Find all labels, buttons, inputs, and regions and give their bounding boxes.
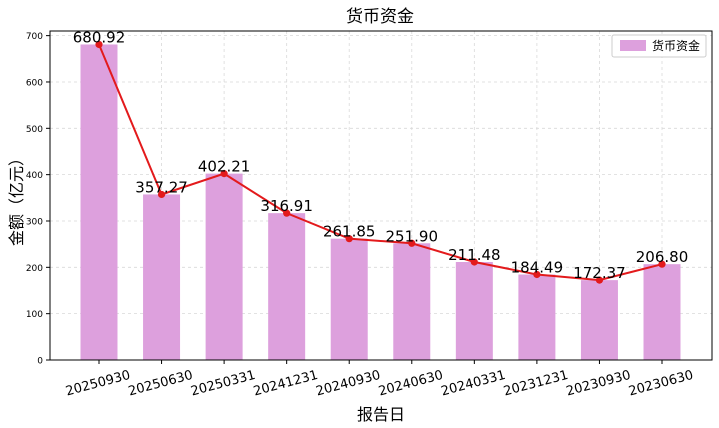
data-label: 211.48 [448,246,501,264]
bar [580,280,618,360]
data-label: 402.21 [198,158,251,176]
chart-title: 货币资金 [346,7,414,27]
data-labels: 680.92 357.27 402.21 316.91 261.85 251.90 211.… [73,28,689,282]
data-label: 357.27 [135,178,188,196]
x-tick-label: 20240630 [377,368,445,400]
bar [80,44,118,360]
data-label: 680.92 [73,28,126,46]
data-label: 206.80 [636,248,689,266]
line-point [658,260,666,268]
y-axis-label: 金额（亿元） [7,150,26,246]
bar [330,238,368,360]
y-tick-label: 0 [37,357,43,367]
bar [643,264,681,360]
line-series [95,40,666,284]
x-tick-label: 20240331 [440,368,508,400]
bar [143,194,181,360]
legend-label: 货币资金 [652,38,700,53]
line-point [345,235,353,243]
legend: 货币资金 [611,34,707,58]
line-point [95,40,103,49]
bar [268,213,306,360]
series-line [98,44,663,282]
x-tick-label: 20250630 [127,368,195,400]
y-tick-label: 600 [26,78,43,88]
x-tick-label: 20240930 [314,368,382,400]
data-label: 261.85 [323,223,376,241]
bar [205,173,243,360]
y-tick-label: 300 [26,217,43,227]
line-point [157,190,166,199]
line-point [595,276,604,284]
data-label: 316.91 [260,197,313,215]
y-tick-label: 400 [26,171,43,181]
line-point [220,170,228,178]
x-tick-label: 20250930 [64,368,132,400]
bar [455,262,493,360]
line-point [470,258,478,266]
x-tick-label: 20231231 [502,368,570,400]
bar-series [80,44,681,360]
line-point [408,239,416,247]
plot-frame [49,30,713,361]
data-label: 172.37 [573,264,626,282]
x-tick-label: 20241231 [252,368,320,400]
line-point [533,270,541,279]
y-tick-label: 200 [26,264,43,274]
y-tick-label: 700 [26,32,43,42]
x-tick-label: 20250331 [189,368,257,400]
y-axis: 0 100 200 300 400 500 600 700 [26,32,50,367]
x-axis: 2025093020250630202503312024123120240930… [64,360,695,399]
y-tick-label: 100 [26,310,43,320]
legend-swatch [620,40,646,51]
line-point [283,209,291,217]
x-tick-label: 20230630 [627,368,695,400]
data-label: 251.90 [386,227,439,245]
bar [393,243,431,360]
y-tick-label: 500 [26,125,43,135]
x-tick-label: 20230930 [565,368,633,400]
data-label: 184.49 [511,259,564,277]
x-axis-label: 报告日 [357,405,405,424]
bar [518,274,556,360]
